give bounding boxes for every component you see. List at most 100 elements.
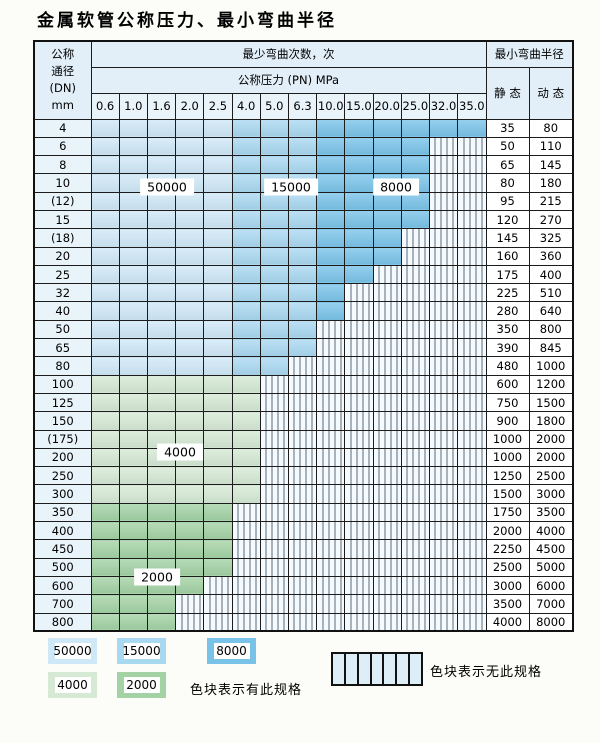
no-spec-cell — [400, 484, 430, 504]
dn-header-line: mm — [51, 98, 74, 113]
no-spec-cell — [287, 539, 318, 559]
spec-cell — [344, 209, 374, 230]
no-spec-cell — [316, 484, 346, 504]
spec-cell — [90, 557, 120, 577]
hatch-cell — [371, 654, 383, 684]
no-spec-cell — [316, 338, 346, 358]
dynamic-cell: 215 — [528, 191, 574, 211]
spec-cell — [203, 173, 233, 193]
pressure-value: 2.0 — [175, 92, 205, 120]
no-spec-cell — [203, 575, 233, 596]
spec-cell — [316, 301, 346, 321]
no-spec-cell — [372, 466, 402, 486]
legend-no-spec-text: 色块表示无此规格 — [430, 665, 543, 680]
spec-cell — [118, 136, 148, 157]
no-spec-cell — [259, 594, 289, 614]
table-row: 250 1250 2500 — [33, 466, 574, 486]
no-spec-cell — [457, 557, 487, 577]
static-cell: 2250 — [485, 539, 530, 559]
spec-cell — [344, 246, 374, 266]
spec-cell — [90, 356, 120, 376]
spec-cell — [344, 155, 374, 175]
spec-cell — [203, 246, 233, 266]
spec-cell — [231, 173, 261, 193]
spec-cell — [90, 173, 120, 193]
no-spec-cell — [344, 392, 374, 413]
spec-cell — [372, 155, 402, 175]
no-spec-cell — [457, 301, 487, 321]
spec-cell — [146, 521, 177, 541]
no-spec-cell — [428, 283, 459, 303]
spec-cell — [372, 209, 402, 230]
spec-cell — [231, 283, 261, 303]
spec-cell — [372, 228, 402, 248]
no-spec-cell — [231, 521, 261, 541]
spec-cell — [316, 209, 346, 230]
spec-cell — [118, 283, 148, 303]
spec-cell — [175, 301, 205, 321]
spec-cell — [316, 118, 346, 138]
spec-cell — [118, 447, 148, 468]
spec-cell — [146, 411, 177, 431]
spec-cell — [90, 521, 120, 541]
spec-cell — [175, 136, 205, 157]
static-cell: 2000 — [485, 521, 530, 541]
pressure-value: 4.0 — [231, 92, 261, 120]
no-spec-cell — [316, 466, 346, 486]
spec-cell — [175, 356, 205, 376]
spec-cell — [203, 338, 233, 358]
spec-cell — [175, 209, 205, 230]
spec-cell — [344, 228, 374, 248]
spec-cell — [146, 264, 177, 285]
no-spec-cell — [231, 594, 261, 614]
spec-cell — [203, 209, 233, 230]
spec-cell — [231, 301, 261, 321]
table-row: 65 390 845 — [33, 338, 574, 358]
spec-cell — [231, 392, 261, 413]
spec-cell — [175, 118, 205, 138]
no-spec-cell — [344, 374, 374, 394]
spec-cell — [259, 264, 289, 285]
dn-cell: 300 — [33, 484, 92, 504]
dynamic-cell: 800 — [528, 319, 574, 340]
spec-cell — [146, 466, 177, 486]
spec-cell — [175, 374, 205, 394]
dynamic-cell: 510 — [528, 283, 574, 303]
spec-cell — [175, 264, 205, 285]
spec-cell — [118, 228, 148, 248]
dynamic-cell: 2000 — [528, 429, 574, 449]
dn-cell: 400 — [33, 521, 92, 541]
pressure-value: 1.6 — [146, 92, 177, 120]
spec-cell — [146, 301, 177, 321]
no-spec-cell — [372, 301, 402, 321]
dn-cell: 4 — [33, 118, 92, 138]
spec-cell — [90, 319, 120, 340]
legend-swatch-label: 50000 — [53, 643, 92, 659]
spec-cell — [90, 338, 120, 358]
no-spec-cell — [372, 612, 402, 632]
spec-cell — [175, 484, 205, 504]
dynamic-cell: 1500 — [528, 392, 574, 413]
no-spec-cell — [316, 502, 346, 523]
no-spec-cell — [428, 539, 459, 559]
spec-cell — [231, 356, 261, 376]
region-label-4000: 4000 — [157, 443, 203, 461]
static-cell: 3000 — [485, 575, 530, 596]
no-spec-cell — [400, 521, 430, 541]
spec-cell — [231, 447, 261, 468]
no-spec-cell — [400, 411, 430, 431]
spec-cell — [316, 246, 346, 266]
spec-cell — [203, 228, 233, 248]
no-spec-cell — [372, 356, 402, 376]
spec-cell — [146, 539, 177, 559]
no-spec-cell — [400, 447, 430, 468]
no-spec-cell — [372, 429, 402, 449]
no-spec-cell — [428, 264, 459, 285]
no-spec-cell — [400, 612, 430, 632]
spec-cell — [428, 118, 459, 138]
spec-cell — [90, 246, 120, 266]
static-cell: 600 — [485, 374, 530, 394]
no-spec-cell — [457, 429, 487, 449]
table-row: 8 65 145 — [33, 155, 574, 175]
no-spec-cell — [457, 374, 487, 394]
